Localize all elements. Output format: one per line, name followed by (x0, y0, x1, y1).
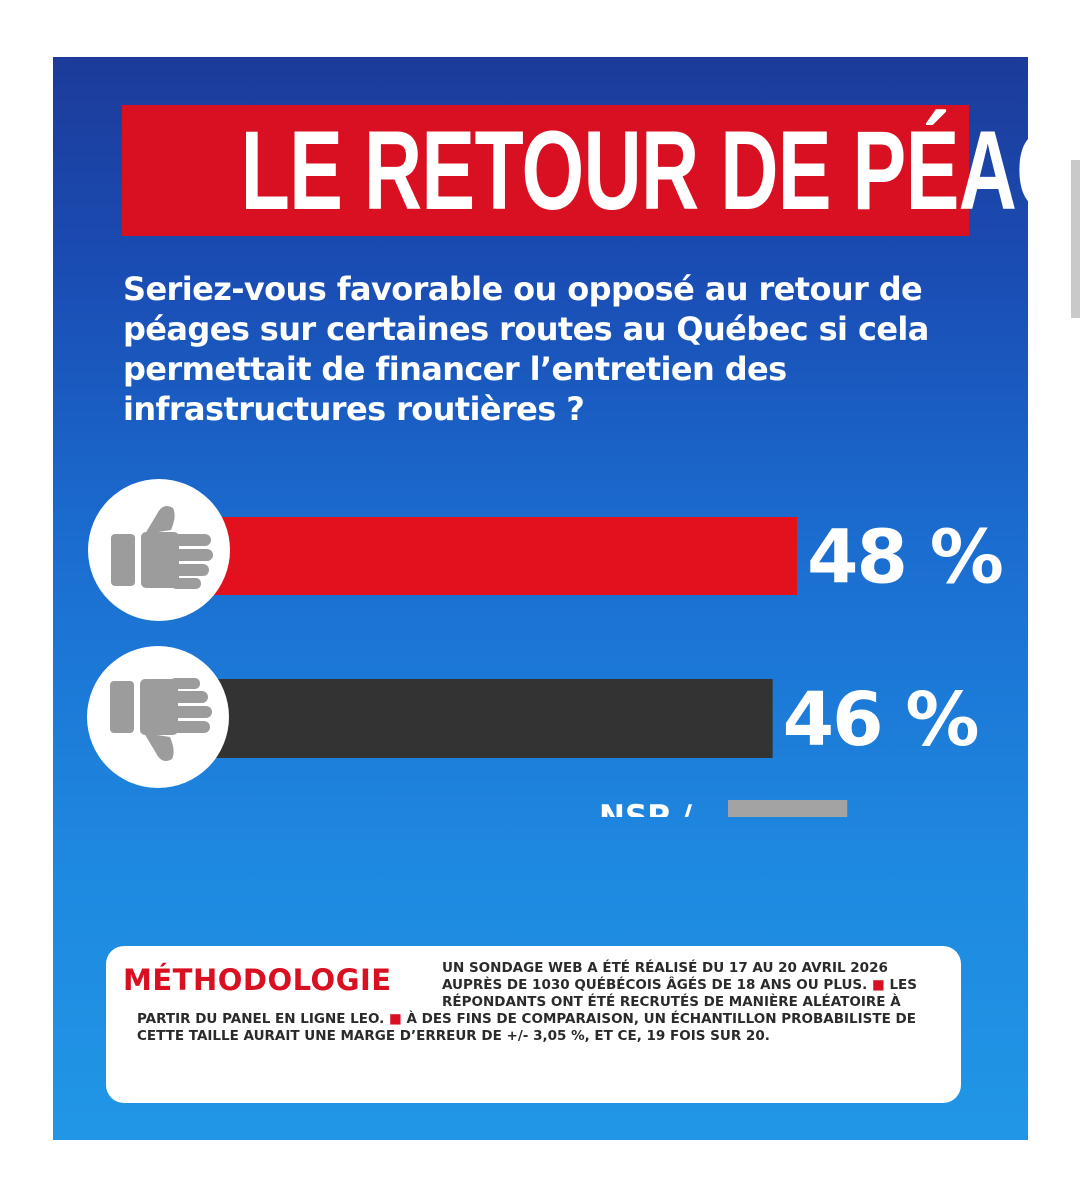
methodology-heading: MÉTHODOLOGIE (123, 963, 392, 997)
bar-1 (213, 517, 797, 595)
infographic-panel: LE RETOUR DE PÉAGES Seriez-vous favorabl… (53, 57, 1028, 1140)
separator-square: ■ (389, 1011, 407, 1027)
results-chart: 48 %46 %7 %NSP /Refus (87, 479, 1004, 817)
separator-square: ■ (871, 977, 890, 993)
survey-question: Seriez-vous favorable ou opposé au retou… (123, 270, 929, 428)
methodology-box: MÉTHODOLOGIE Un sondage Web a été réalis… (106, 946, 961, 1103)
methodology-part-2: Les répondants ont été recrutés de maniè… (137, 977, 917, 1027)
value-label-3: 7 % (865, 813, 962, 817)
bar-3 (728, 800, 848, 817)
thumbs-up-icon (88, 479, 230, 621)
methodology-part-3: À des fins de comparaison, un échantillo… (137, 1011, 916, 1044)
value-label-2: 46 % (783, 677, 978, 763)
methodology-part-1: Un sondage Web a été réalisé du 17 au 20… (442, 960, 888, 993)
methodology-text: Un sondage Web a été réalisé du 17 au 20… (137, 960, 932, 1045)
edge-divider (1071, 160, 1080, 318)
title-banner: LE RETOUR DE PÉAGES (122, 105, 1028, 236)
category-label-1: NSP / (599, 799, 693, 817)
thumbs-down-icon (87, 646, 229, 788)
value-label-1: 48 % (807, 515, 1002, 601)
bar-2 (213, 679, 773, 758)
